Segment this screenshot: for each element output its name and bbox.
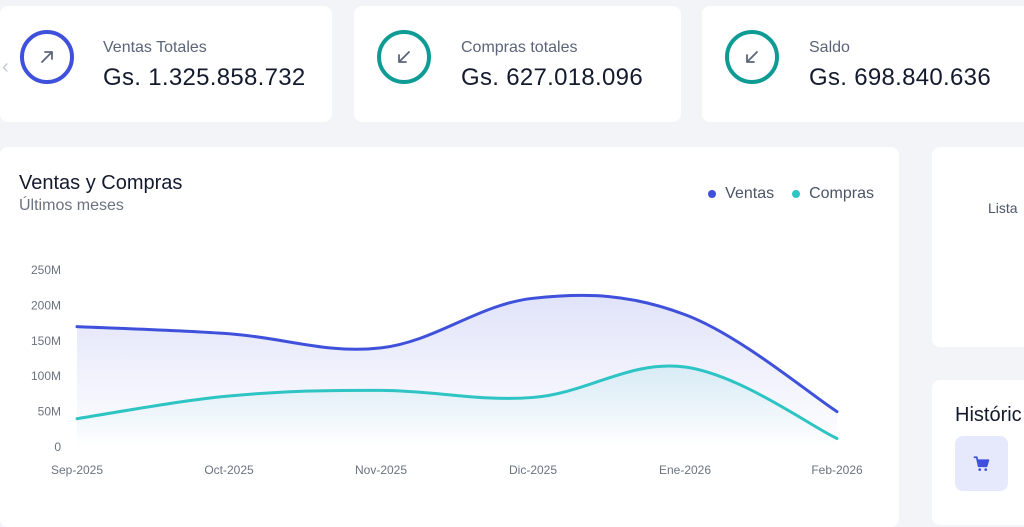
x-tick-label: Dic-2025 (509, 463, 557, 477)
data-point-compras[interactable] (679, 361, 691, 373)
data-point-ventas[interactable] (375, 342, 387, 354)
x-tick-label: Ene-2026 (659, 463, 711, 477)
chart-title: Ventas y Compras (19, 172, 183, 194)
data-point-compras[interactable] (831, 433, 843, 445)
legend-label: Compras (809, 185, 874, 202)
legend-dot (708, 190, 717, 198)
legend-item-compras[interactable]: Compras (792, 185, 874, 203)
data-point-compras[interactable] (223, 390, 235, 402)
data-point-ventas[interactable] (71, 321, 83, 333)
series-line-compras[interactable] (75, 364, 839, 441)
y-tick-label: 200M (31, 298, 61, 312)
x-tick-label: Feb-2026 (811, 463, 863, 477)
x-tick-label: Oct-2025 (204, 463, 254, 477)
stat-card-saldo: Saldo Gs. 698.840.636 (702, 6, 1024, 122)
y-tick-label: 150M (31, 334, 61, 348)
legend-dot (792, 190, 801, 198)
data-point-compras[interactable] (71, 413, 83, 425)
x-tick-label: Sep-2025 (51, 463, 103, 477)
cart-icon (973, 455, 989, 471)
series-area-compras (77, 365, 837, 447)
data-point-ventas[interactable] (527, 292, 539, 304)
chevron-left-icon[interactable]: ‹ (2, 56, 9, 78)
data-point-ventas[interactable] (831, 406, 843, 418)
stat-card-ventas: ‹ Ventas Totales Gs. 1.325.858.732 (0, 6, 332, 122)
y-tick-label: 50M (38, 405, 61, 419)
stat-label: Ventas Totales (103, 39, 207, 56)
arrow-up-right-icon (20, 30, 74, 84)
y-tick-label: 0 (54, 440, 61, 454)
data-point-ventas[interactable] (679, 309, 691, 321)
stat-card-compras: Compras totales Gs. 627.018.096 (354, 6, 681, 122)
x-tick-label: Nov-2025 (355, 463, 407, 477)
side-card (932, 147, 1024, 347)
y-tick-label: 100M (31, 369, 61, 383)
data-point-ventas[interactable] (223, 328, 235, 340)
arrow-down-left-icon (377, 30, 431, 84)
chart-subtitle: Últimos meses (19, 197, 124, 214)
area-chart: 0 50M 100M 150M 200M 250M Sep-2025 Oct-2025 Nov-… (31, 263, 863, 477)
chart-legend: Ventas Compras (708, 185, 874, 203)
legend-item-ventas[interactable]: Ventas (708, 185, 774, 203)
history-title: Históric (955, 404, 1022, 426)
y-tick-label: 250M (31, 263, 61, 277)
arrow-down-left-icon (725, 30, 779, 84)
stat-label: Saldo (809, 39, 850, 56)
data-point-compras[interactable] (375, 384, 387, 396)
stat-value: Gs. 1.325.858.732 (103, 64, 306, 91)
stat-value: Gs. 698.840.636 (809, 64, 991, 91)
data-point-compras[interactable] (527, 391, 539, 403)
cart-button[interactable] (955, 436, 1008, 491)
legend-label: Ventas (725, 185, 775, 202)
stat-value: Gs. 627.018.096 (461, 64, 643, 91)
stat-label: Compras totales (461, 39, 578, 56)
side-card-text: Lista (988, 200, 1018, 216)
series-line-ventas[interactable] (75, 293, 839, 414)
